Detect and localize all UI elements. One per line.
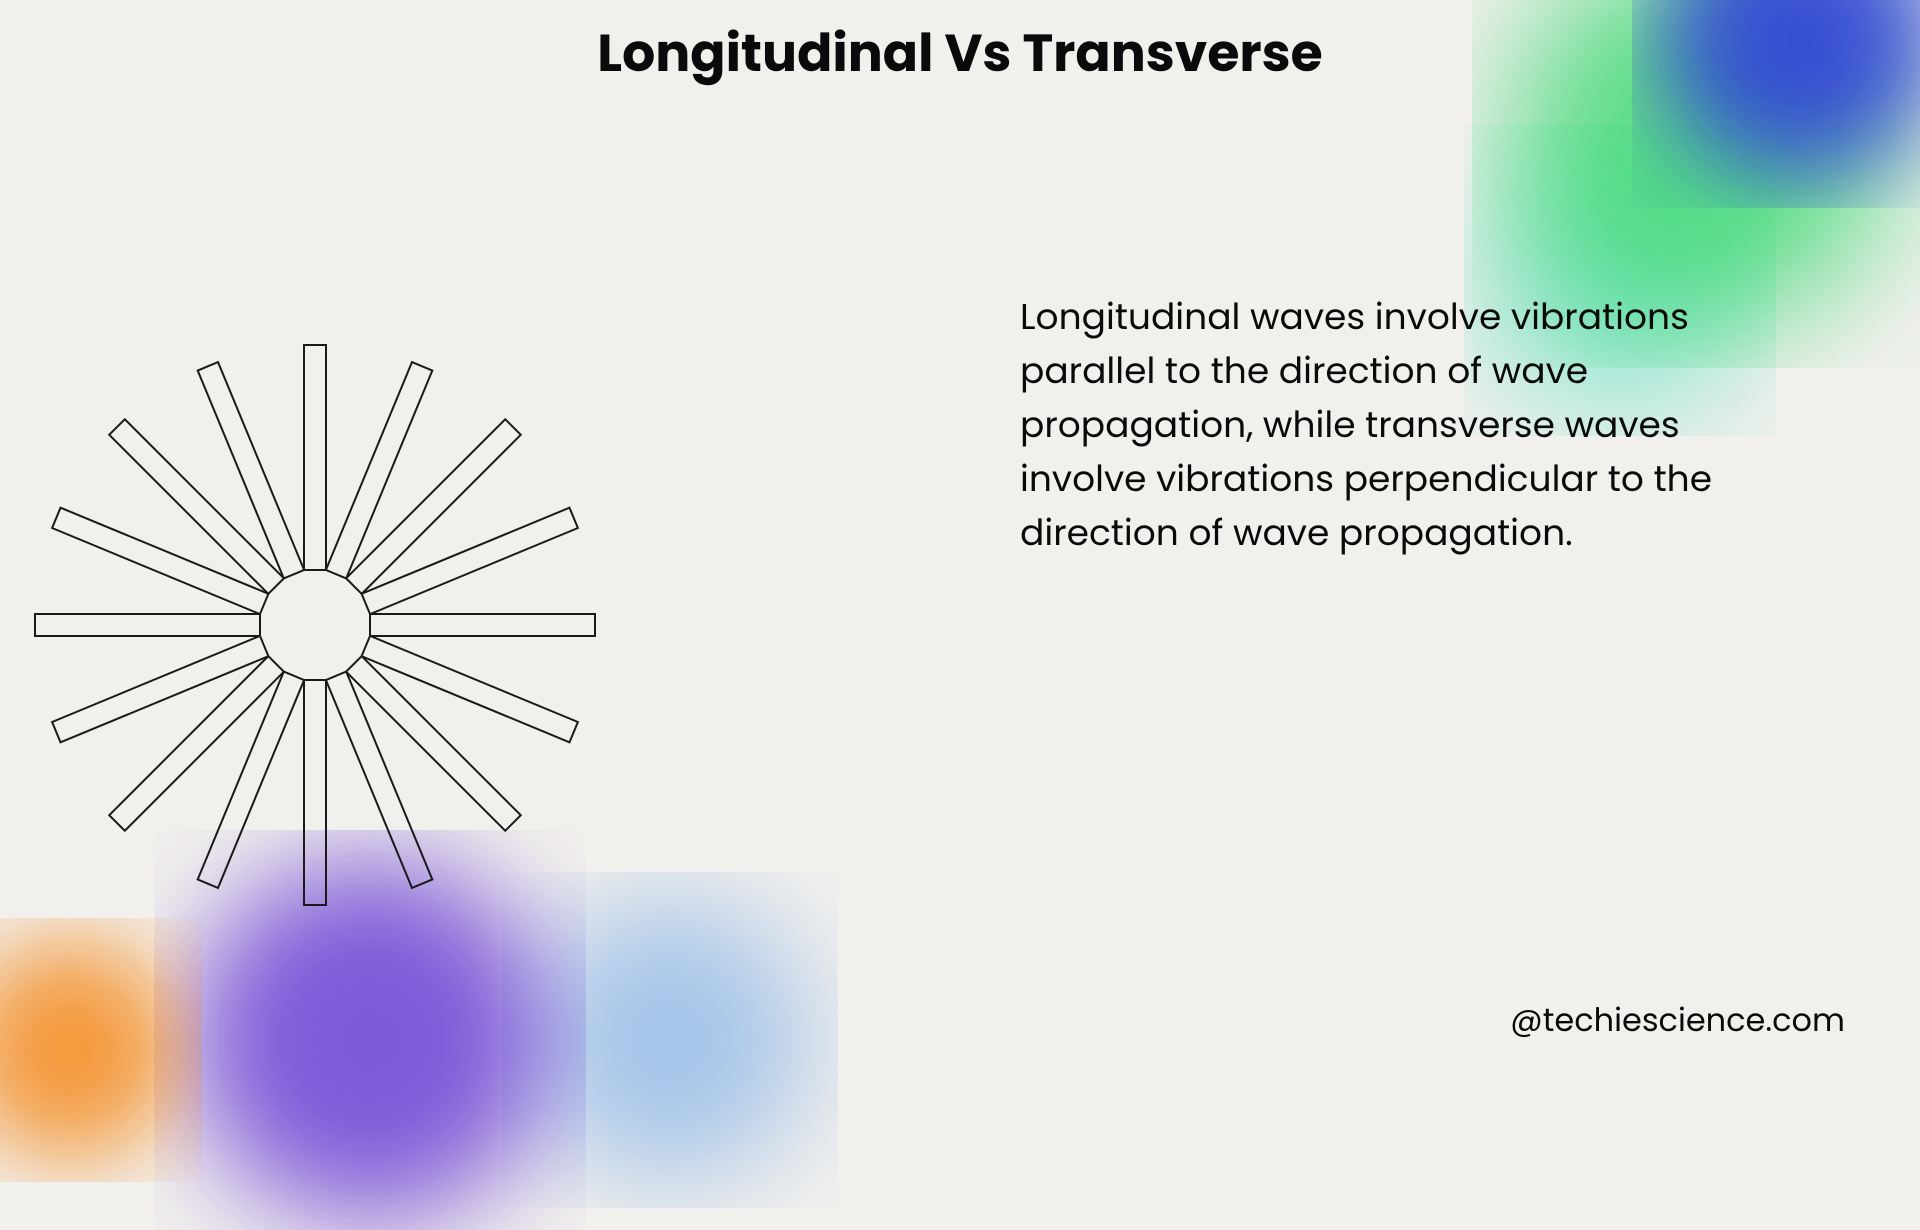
- attribution: @techiescience.com: [1510, 997, 1845, 1045]
- body-text: Longitudinal waves involve vibrations pa…: [1020, 290, 1800, 560]
- page-title: Longitudinal Vs Transverse: [597, 15, 1322, 93]
- starburst-icon: [30, 340, 600, 910]
